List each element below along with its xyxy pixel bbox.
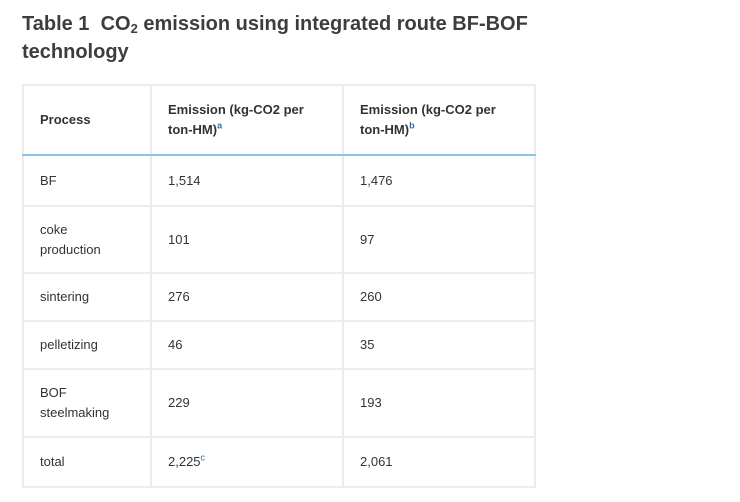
cell-text: 229 (168, 395, 190, 410)
table-cell: 2,061 (342, 436, 536, 488)
cell-text: Emission (kg-CO2 per ton-HM) (360, 102, 496, 137)
cell-content: 46 (168, 335, 326, 355)
table-cell: 35 (342, 320, 536, 370)
cell-content: 229 (168, 393, 326, 413)
table-cell: 260 (342, 272, 536, 322)
cell-text: 1,476 (360, 172, 393, 188)
cell-text: 46 (168, 337, 183, 352)
table-row: total 2,225c 2,061 (22, 436, 536, 488)
cell-content: 1,476 (360, 171, 518, 191)
header-row: Process Emission (kg-CO2 per ton-HM)a Emis… (22, 84, 536, 156)
table-cell: 97 (342, 205, 536, 274)
cell-content: 2,061 (360, 452, 518, 472)
table-row: BF 1,514 1,476 (22, 154, 536, 207)
table-row: sintering 276 260 (22, 272, 536, 322)
cell-content: BOF steelmaking (40, 383, 120, 423)
cell-text: total (40, 454, 65, 469)
cell-content: 101 (168, 230, 326, 250)
cell-text: 260 (360, 289, 382, 304)
cell-content: 260 (360, 287, 518, 307)
subscript: 2 (130, 21, 138, 36)
cell-text: Process (40, 112, 91, 127)
cell-content: 97 (360, 230, 518, 250)
footnote-mark: c (200, 452, 206, 463)
cell-text: 101 (168, 231, 190, 247)
header-cell: Process (22, 84, 152, 156)
table-row: coke production 101 97 (22, 205, 536, 274)
cell-content: BF (40, 171, 120, 191)
cell-content: sintering (40, 287, 120, 307)
data-table: Process Emission (kg-CO2 per ton-HM)a Emis… (22, 84, 536, 488)
cell-text: 35 (360, 337, 375, 352)
title-text: CO (100, 13, 131, 35)
cell-text: 193 (360, 395, 382, 410)
cell-text: Emission (kg-CO2 per ton-HM) (168, 102, 304, 137)
cell-content: Process (40, 110, 120, 130)
cell-text: 276 (168, 289, 190, 304)
cell-content: Emission (kg-CO2 per ton-HM)a (168, 100, 326, 140)
title-text: emission using integrated route BF-BOF t… (22, 13, 528, 63)
table-cell: 1,476 (342, 154, 536, 207)
table-cell: 1,514 (150, 154, 344, 207)
table-cell: BF (22, 154, 152, 207)
cell-text: BOF steelmaking (40, 385, 110, 420)
cell-text: coke production (40, 221, 101, 257)
table-label: Table 1 (22, 13, 90, 35)
table-row: pelletizing 46 35 (22, 320, 536, 370)
table-cell: sintering (22, 272, 152, 322)
table-cell: 229 (150, 368, 344, 438)
cell-text: 97 (360, 231, 375, 247)
table-cell: BOF steelmaking (22, 368, 152, 438)
table-cell: coke production (22, 205, 152, 274)
cell-text: 1,514 (168, 172, 201, 188)
cell-content: 35 (360, 335, 518, 355)
cell-content: 2,225c (168, 452, 326, 472)
cell-content: 1,514 (168, 171, 326, 191)
table-cell: total (22, 436, 152, 488)
table-cell: 101 (150, 205, 344, 274)
table-cell: 46 (150, 320, 344, 370)
cell-content: total (40, 452, 120, 472)
cell-content: 193 (360, 393, 518, 413)
header-cell: Emission (kg-CO2 per ton-HM)a (150, 84, 344, 156)
cell-content: pelletizing (40, 335, 120, 355)
table-cell: 276 (150, 272, 344, 322)
footnote-mark: a (217, 120, 223, 131)
cell-text: 2,225 (168, 454, 201, 469)
cell-content: 276 (168, 287, 326, 307)
table-title: Table 1 CO2 emission using integrated ro… (22, 10, 542, 66)
cell-text: sintering (40, 289, 90, 304)
footnote-mark: b (409, 120, 415, 131)
table-cell: 2,225c (150, 436, 344, 488)
table-cell: 193 (342, 368, 536, 438)
cell-text: BF (40, 172, 57, 188)
table-cell: pelletizing (22, 320, 152, 370)
cell-content: coke production (40, 220, 120, 260)
header-cell: Emission (kg-CO2 per ton-HM)b (342, 84, 536, 156)
cell-content: Emission (kg-CO2 per ton-HM)b (360, 100, 518, 140)
cell-text: 2,061 (360, 454, 393, 469)
cell-text: pelletizing (40, 337, 98, 352)
table-row: BOF steelmaking 229 193 (22, 368, 536, 438)
